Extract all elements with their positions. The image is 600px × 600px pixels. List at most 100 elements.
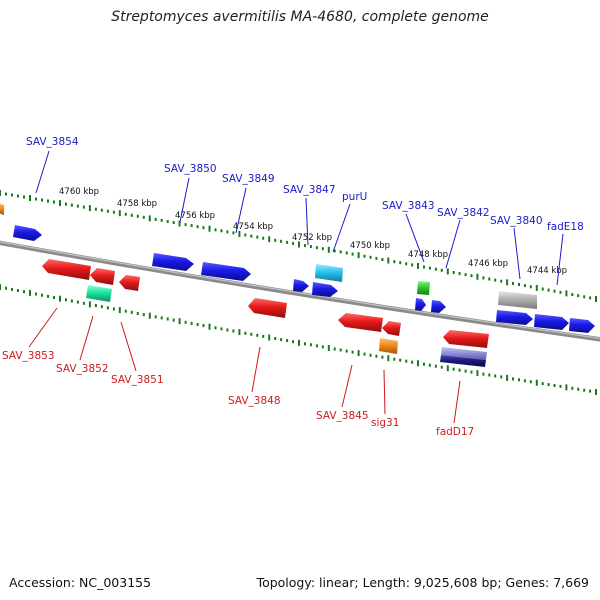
red-gene-7[interactable]: [443, 330, 489, 348]
gene-label-sav-3849[interactable]: SAV_3849: [222, 173, 275, 185]
genome-backbone-highlight: [0, 241, 600, 339]
red-gene-3[interactable]: [119, 275, 140, 291]
blue-gene-1[interactable]: [13, 225, 42, 241]
forward-scale-minor-tick: [553, 289, 556, 293]
scale-label-4750: 4750 kbp: [350, 241, 390, 251]
reverse-scale-minor-tick: [339, 348, 342, 352]
orange-edge-gene[interactable]: [0, 203, 4, 215]
reverse-scale-major-tick: [208, 323, 211, 330]
forward-scale-major-tick: [535, 284, 538, 291]
forward-scale-minor-tick: [452, 271, 455, 274]
leader-sav-3848: [251, 346, 261, 393]
blue-gene-10[interactable]: [569, 318, 595, 333]
forward-scale-minor-tick: [523, 284, 526, 288]
forward-scale-minor-tick: [547, 288, 550, 292]
blue-gene-3[interactable]: [201, 262, 251, 281]
leader-fade18: [556, 233, 564, 286]
gene-label-sav-3852[interactable]: SAV_3852: [56, 363, 109, 375]
leader-sav-3850: [179, 177, 190, 223]
leader-sav-3853: [28, 307, 58, 348]
leader-puru: [332, 203, 351, 253]
reverse-scale-major-tick: [417, 360, 419, 367]
forward-scale-minor-tick: [250, 234, 253, 238]
gene-label-sav-3851[interactable]: SAV_3851: [111, 374, 164, 386]
gene-label-sav-3853[interactable]: SAV_3853: [2, 350, 55, 362]
blue-gene-8[interactable]: [496, 310, 533, 325]
gene-label-fadd17[interactable]: fadD17: [436, 426, 474, 438]
forward-scale-minor-tick: [577, 294, 580, 298]
orange-gene[interactable]: [379, 338, 398, 354]
reverse-scale-minor-tick: [106, 306, 109, 310]
forward-scale-minor-tick: [500, 279, 503, 283]
leader-sav-3847: [305, 197, 309, 246]
reverse-scale-minor-tick: [244, 331, 247, 335]
reverse-scale-minor-tick: [76, 300, 79, 304]
forward-scale-minor-tick: [428, 266, 431, 270]
red-gene-5[interactable]: [338, 313, 383, 332]
forward-scale-minor-tick: [351, 252, 354, 256]
lavender-gene[interactable]: [441, 347, 487, 360]
gene-label-sav-3848[interactable]: SAV_3848: [228, 395, 281, 407]
forward-scale-minor-tick: [405, 262, 408, 266]
scale-label-4752: 4752 kbp: [292, 233, 332, 243]
accession-text: Accession: NC_003155: [9, 575, 152, 590]
gene-label-sav-3842[interactable]: SAV_3842: [437, 207, 490, 219]
reverse-scale-minor-tick: [82, 301, 85, 305]
blue-gene-7[interactable]: [431, 300, 446, 313]
red-gene-6[interactable]: [382, 321, 401, 336]
gene-label-sav-3840[interactable]: SAV_3840: [490, 215, 543, 227]
reverse-scale-minor-tick: [315, 344, 318, 348]
red-gene-4[interactable]: [248, 298, 287, 318]
reverse-scale-minor-tick: [321, 345, 324, 349]
forward-scale-minor-tick: [106, 209, 109, 213]
forward-scale-minor-tick: [112, 210, 115, 214]
gene-label-fade18[interactable]: fadE18: [547, 221, 584, 233]
gene-label-sav-3850[interactable]: SAV_3850: [164, 163, 217, 175]
gene-label-sav-3845[interactable]: SAV_3845: [316, 410, 369, 422]
scale-label-4754: 4754 kbp: [233, 222, 273, 232]
navy-gene[interactable]: [440, 355, 486, 367]
forward-scale-minor-tick: [232, 231, 235, 235]
forward-scale-minor-tick: [220, 229, 223, 233]
forward-scale-minor-tick: [274, 238, 277, 242]
reverse-scale-minor-tick: [547, 383, 550, 387]
blue-gene-5[interactable]: [312, 282, 338, 297]
teal-gene[interactable]: [86, 285, 112, 302]
forward-scale-major-tick: [238, 231, 241, 237]
gene-label-sav-3843[interactable]: SAV_3843: [382, 200, 435, 212]
reverse-scale-minor-tick: [70, 299, 73, 303]
gene-label-sav-3847[interactable]: SAV_3847: [283, 184, 336, 196]
forward-scale-minor-tick: [136, 214, 139, 218]
gene-label-sig31[interactable]: sig31: [371, 417, 399, 429]
scale-label-4758: 4758 kbp: [117, 199, 157, 209]
green-gene[interactable]: [417, 281, 430, 295]
reverse-scale-minor-tick: [196, 323, 199, 326]
forward-scale-minor-tick: [142, 215, 145, 219]
reverse-scale-minor-tick: [280, 338, 283, 342]
genome-title: Streptomyces avermitilis MA-4680, comple…: [111, 9, 489, 25]
reverse-scale-minor-tick: [184, 320, 187, 324]
reverse-scale-minor-tick: [292, 340, 294, 344]
blue-gene-4[interactable]: [293, 279, 309, 292]
blue-gene-6[interactable]: [415, 298, 426, 311]
blue-gene-9[interactable]: [534, 314, 569, 330]
forward-scale-minor-tick: [458, 272, 461, 276]
red-gene-2[interactable]: [90, 268, 115, 285]
forward-scale-minor-tick: [375, 256, 378, 260]
red-gene-1[interactable]: [42, 259, 91, 280]
reverse-scale-major-tick: [29, 289, 31, 296]
leader-sav-3851: [120, 321, 137, 372]
blue-gene-2[interactable]: [152, 253, 194, 271]
gene-label-sav-3854[interactable]: SAV_3854: [26, 136, 79, 148]
forward-scale-minor-tick: [280, 239, 283, 243]
forward-scale-minor-tick: [423, 265, 425, 269]
forward-scale-minor-tick: [82, 205, 85, 209]
forward-scale-minor-tick: [321, 247, 324, 251]
cyan-gene[interactable]: [315, 264, 343, 282]
reverse-scale-minor-tick: [423, 362, 425, 366]
reverse-scale-minor-tick: [35, 292, 37, 296]
gene-label-puru[interactable]: purU: [342, 191, 367, 203]
gray-gene[interactable]: [498, 291, 537, 309]
forward-scale-major-tick: [357, 252, 360, 259]
scale-label-4748: 4748 kbp: [408, 250, 448, 260]
